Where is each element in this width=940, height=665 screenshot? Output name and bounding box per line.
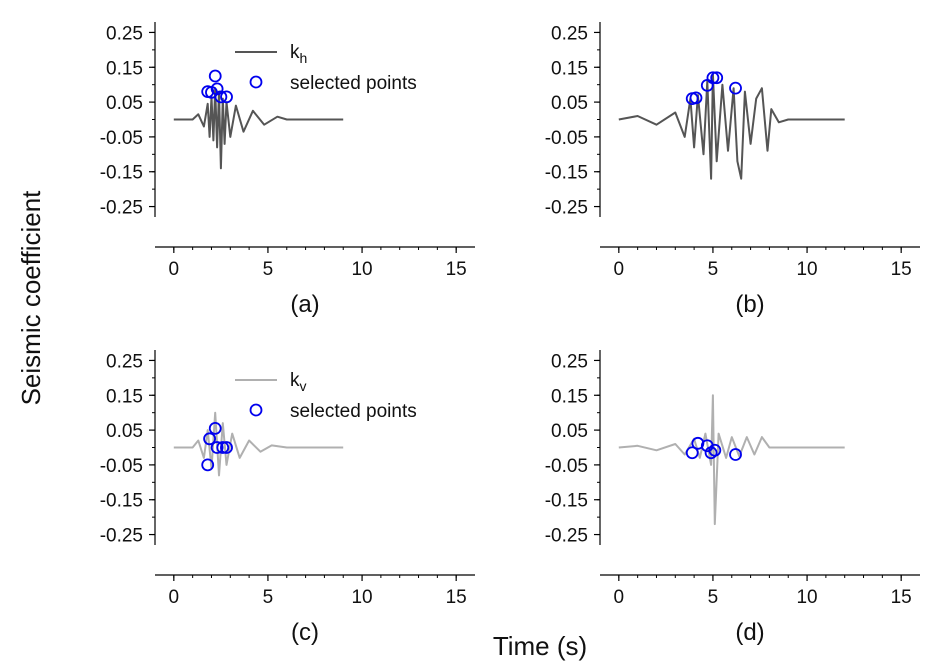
- selected-point: [220, 90, 233, 104]
- selected-point: [685, 446, 699, 460]
- y-axis-title: Seismic coefficient: [16, 190, 46, 406]
- selected-point: [710, 71, 724, 85]
- x-tick-label: 15: [891, 587, 912, 608]
- x-axis-title: Time (s): [493, 631, 587, 661]
- selected-point: [729, 81, 742, 95]
- legend-line-label-sub: v: [300, 378, 307, 394]
- selected-point: [729, 448, 742, 461]
- panels-group: 0.250.150.05-0.05-0.15-0.250 5 10 15khselec…: [100, 22, 920, 646]
- x-tick-label: 5: [263, 587, 274, 608]
- y-tick-label: -0.25: [100, 198, 143, 219]
- legend-line-label: kh: [290, 42, 307, 66]
- selected-point: [691, 436, 705, 450]
- x-tick-label: 10: [351, 587, 372, 608]
- x-tick-label: 15: [446, 587, 467, 608]
- y-tick-label: 0.05: [551, 421, 588, 442]
- x-tick-label: 5: [708, 259, 719, 280]
- y-tick-label: 0.15: [551, 58, 588, 79]
- legend-line-label-main: k: [290, 42, 300, 63]
- selected-point: [210, 82, 224, 96]
- x-tick-label: 0: [614, 259, 625, 280]
- y-tick-label: -0.15: [545, 163, 588, 184]
- legend-line-label: kv: [290, 370, 307, 394]
- selected-point: [708, 443, 722, 457]
- selected-point: [220, 441, 233, 454]
- selected-point: [706, 71, 720, 85]
- x-tick-label: 15: [891, 259, 912, 280]
- legend-point-swatch: [249, 75, 263, 89]
- x-tick-label: 0: [169, 587, 180, 608]
- selected-point: [203, 432, 216, 446]
- series-line-kv: [618, 394, 845, 526]
- y-tick-label: -0.15: [545, 491, 588, 512]
- y-tick-label: 0.25: [551, 23, 588, 44]
- y-tick-label: 0.25: [106, 351, 143, 372]
- selected-point: [208, 69, 222, 83]
- y-tick-label: -0.25: [545, 198, 588, 219]
- panel-label: (b): [735, 291, 764, 318]
- x-tick-label: 15: [446, 259, 467, 280]
- legend-line-label-sub: h: [300, 50, 308, 66]
- y-tick-label: -0.05: [545, 456, 588, 477]
- panel-label: (a): [290, 291, 319, 318]
- panel-a: 0.25 0.15 0.05 -0.05 -0.15 -0.25 0 5 10 15 kh selec…: [100, 22, 475, 318]
- selected-point: [210, 441, 224, 454]
- legend: kh selected points: [235, 42, 417, 94]
- panel-d: 0.25 0.15 0.05 -0.05 -0.15 -0.25 0 5 10 15 (d): [545, 350, 920, 646]
- panel-b: 0.25 0.15 0.05 -0.05 -0.15 -0.25 0 5 10 15 (b): [545, 22, 920, 318]
- y-tick-label: 0.05: [106, 93, 143, 114]
- panel-c: 0.25 0.15 0.05 -0.05 -0.15 -0.25 0 5 10 15 kv selec…: [100, 350, 475, 646]
- y-tick-label: -0.15: [100, 163, 143, 184]
- y-tick-label: 0.15: [106, 386, 143, 407]
- selected-point: [214, 90, 228, 104]
- y-tick-label: 0.25: [106, 23, 143, 44]
- selected-point: [208, 421, 222, 435]
- y-tick-label: 0.15: [551, 386, 588, 407]
- series-line-kv: [173, 411, 344, 477]
- y-tick-label: -0.15: [100, 491, 143, 512]
- y-tick-label: 0.05: [106, 421, 143, 442]
- y-tick-label: -0.25: [545, 526, 588, 547]
- selected-point: [216, 441, 230, 454]
- y-tick-label: -0.05: [100, 456, 143, 477]
- legend-points-label: selected points: [290, 401, 417, 422]
- legend-points-label: selected points: [290, 73, 417, 94]
- x-tick-label: 10: [796, 587, 817, 608]
- y-tick-label: 0.25: [551, 351, 588, 372]
- x-tick-label: 10: [796, 259, 817, 280]
- x-tick-label: 0: [169, 259, 180, 280]
- y-tick-label: 0.15: [106, 58, 143, 79]
- selected-point: [201, 458, 215, 472]
- panel-label: (d): [735, 619, 764, 646]
- selected-point: [689, 91, 703, 105]
- y-tick-label: -0.05: [100, 128, 143, 149]
- y-tick-label: -0.05: [545, 128, 588, 149]
- legend-point-swatch: [249, 403, 263, 417]
- y-tick-label: 0.05: [551, 93, 588, 114]
- x-tick-label: 5: [263, 259, 274, 280]
- series-line-kh: [173, 87, 344, 170]
- x-tick-label: 5: [708, 587, 719, 608]
- y-tick-label: -0.25: [100, 526, 143, 547]
- legend: kv selected points: [235, 370, 417, 422]
- series-line-kh: [618, 73, 845, 180]
- x-tick-label: 10: [351, 259, 372, 280]
- panel-label: (c): [291, 619, 319, 646]
- x-tick-label: 0: [614, 587, 625, 608]
- legend-line-label-main: k: [290, 370, 300, 391]
